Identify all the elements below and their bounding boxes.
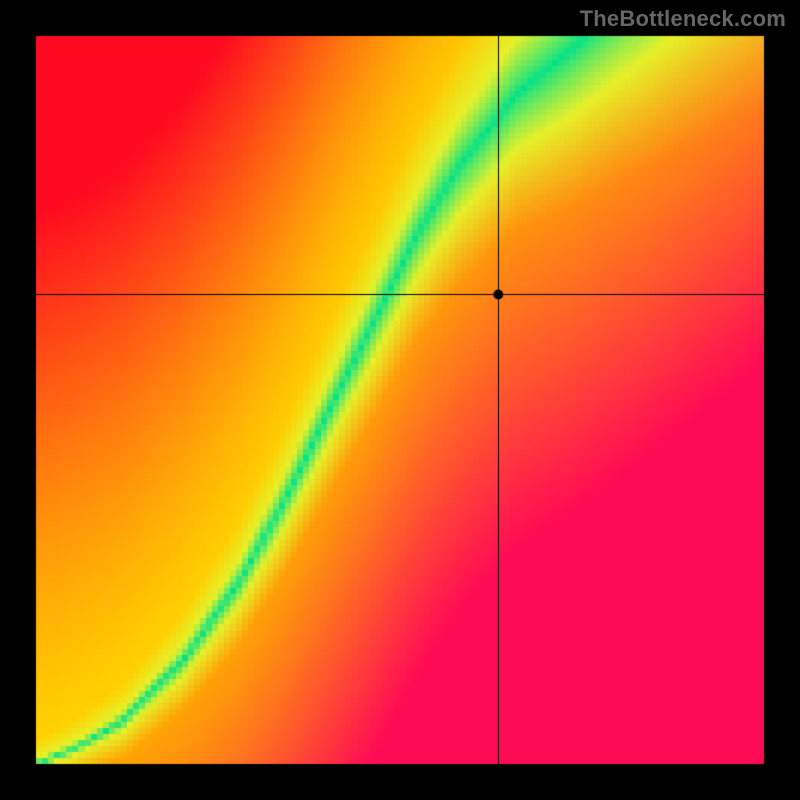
chart-container: TheBottleneck.com xyxy=(0,0,800,800)
attribution-label: TheBottleneck.com xyxy=(580,6,786,32)
bottleneck-heatmap xyxy=(0,0,800,800)
